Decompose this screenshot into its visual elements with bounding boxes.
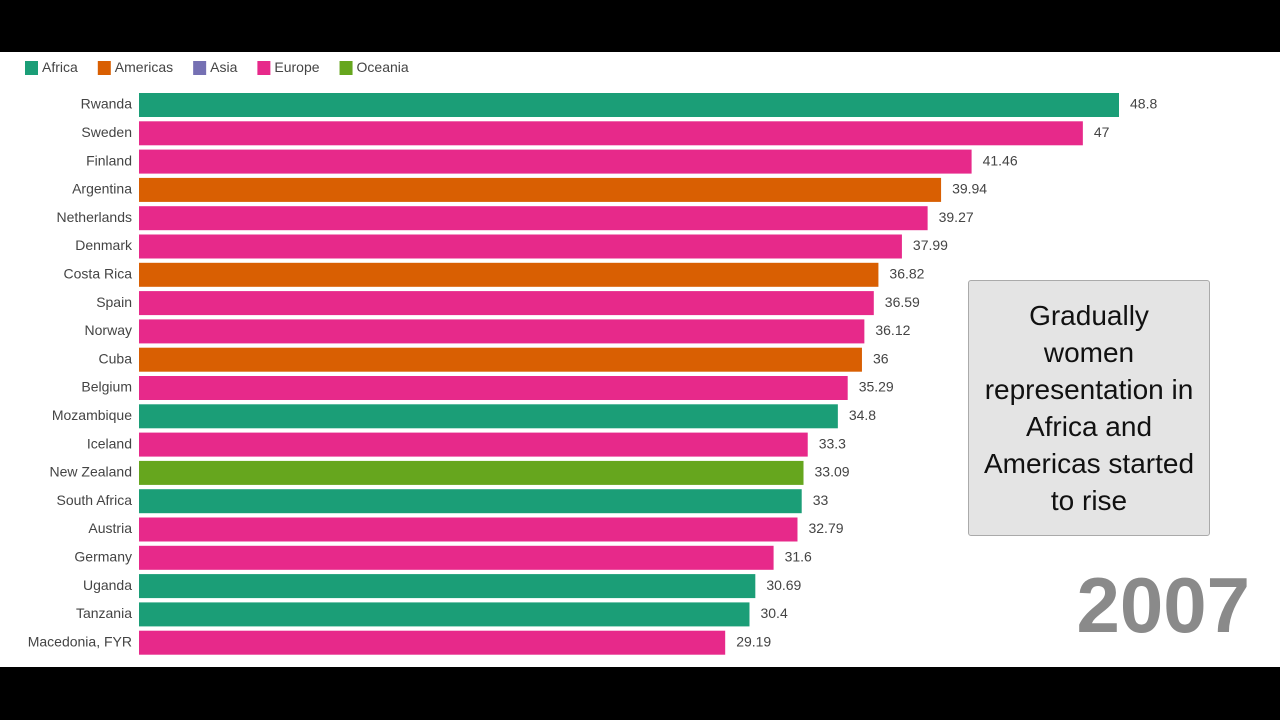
category-label: Macedonia, FYR [28, 633, 132, 649]
value-label: 36.59 [885, 294, 920, 310]
bar [139, 376, 848, 400]
value-label: 47 [1094, 124, 1110, 140]
category-label: Germany [74, 549, 132, 565]
category-label: Cuba [99, 350, 133, 366]
bar [139, 517, 798, 542]
year-label: 2007 [1076, 561, 1250, 649]
bar [139, 121, 1083, 146]
category-label: Finland [86, 152, 132, 168]
legend-label: Africa [42, 59, 78, 75]
annotation: Gradually women representation in Africa… [968, 280, 1210, 536]
value-label: 33.3 [819, 435, 846, 451]
legend-swatch [193, 61, 207, 75]
bar [139, 545, 774, 570]
value-label: 29.19 [736, 633, 771, 649]
bar [139, 602, 750, 627]
legend-swatch [25, 61, 38, 75]
value-label: 31.6 [785, 549, 812, 565]
value-label: 36.82 [889, 266, 924, 282]
category-label: Norway [85, 322, 132, 338]
legend-swatch [339, 61, 353, 75]
chart: Africa Americas Asia Europe Oceania Rwanda 48.… [25, 59, 1157, 655]
category-label: Spain [96, 294, 132, 310]
legend-label: Asia [210, 59, 237, 75]
category-label: South Africa [57, 492, 133, 508]
category-label: Rwanda [81, 96, 133, 112]
category-label: Costa Rica [64, 266, 133, 282]
bar [139, 262, 879, 287]
value-label: 41.46 [983, 152, 1018, 168]
value-label: 33 [813, 492, 829, 508]
category-label: Austria [88, 520, 132, 536]
value-label: 33.09 [815, 464, 850, 480]
value-label: 37.99 [913, 237, 948, 253]
category-label: New Zealand [50, 464, 133, 480]
bar [139, 404, 838, 429]
legend-label: Americas [115, 59, 173, 75]
legend-label: Oceania [357, 59, 409, 75]
bar [139, 432, 808, 457]
category-label: Belgium [81, 379, 132, 395]
value-label: 32.79 [808, 520, 843, 536]
legend-swatch [257, 61, 271, 75]
category-label: Argentina [72, 181, 132, 197]
category-label: Sweden [81, 124, 132, 140]
bar [139, 630, 726, 655]
bar [139, 574, 756, 599]
category-label: Tanzania [76, 605, 132, 621]
value-label: 39.94 [952, 181, 987, 197]
value-label: 30.4 [760, 605, 787, 621]
value-label: 48.8 [1130, 96, 1157, 112]
bar [139, 234, 902, 259]
bar [139, 93, 1119, 117]
category-label: Iceland [87, 435, 132, 451]
category-label: Uganda [83, 577, 132, 593]
category-label: Denmark [75, 237, 133, 253]
bar [139, 149, 972, 174]
bar [139, 319, 865, 344]
chart-area: Africa Americas Asia Europe Oceania Rwanda 48.… [0, 52, 1280, 667]
value-label: 36.12 [875, 322, 910, 338]
value-label: 36 [873, 350, 889, 366]
legend-swatch [97, 61, 111, 75]
bar [139, 460, 804, 485]
bar [139, 347, 862, 372]
category-label: Netherlands [57, 209, 133, 225]
bar [139, 206, 928, 231]
value-label: 39.27 [939, 209, 974, 225]
value-label: 34.8 [849, 407, 876, 423]
value-label: 35.29 [859, 379, 894, 395]
category-label: Mozambique [52, 407, 132, 423]
legend-label: Europe [274, 59, 319, 75]
bar [139, 291, 874, 316]
value-label: 30.69 [766, 577, 801, 593]
bar [139, 489, 802, 514]
bar [139, 177, 942, 202]
